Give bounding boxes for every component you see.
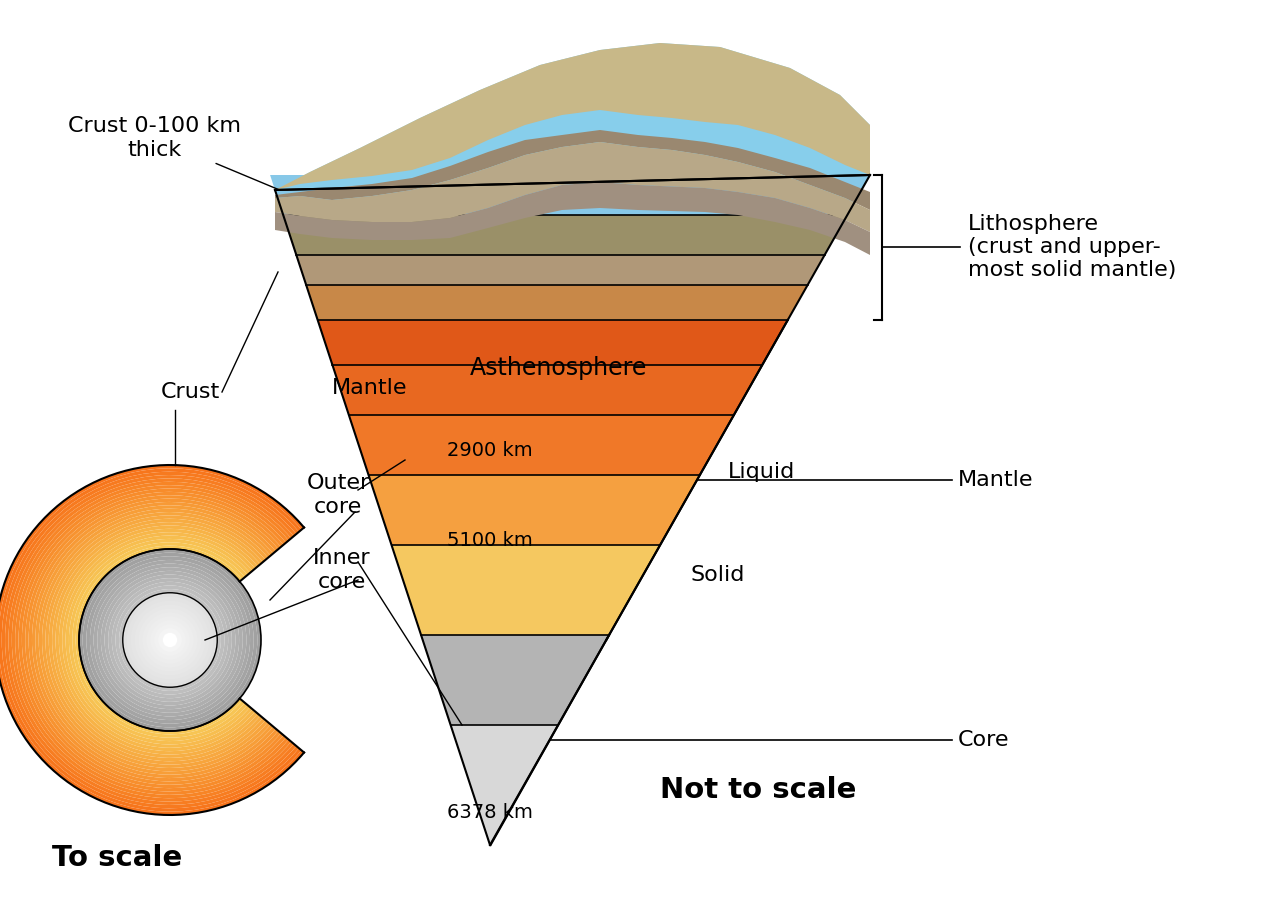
Wedge shape (49, 518, 262, 761)
Wedge shape (111, 581, 228, 698)
Polygon shape (349, 415, 733, 475)
Circle shape (134, 605, 205, 675)
Wedge shape (76, 545, 242, 734)
Wedge shape (65, 536, 250, 744)
Text: Asthenosphere: Asthenosphere (470, 356, 646, 380)
Wedge shape (0, 468, 302, 812)
Polygon shape (275, 130, 870, 210)
Polygon shape (306, 285, 808, 320)
Circle shape (146, 616, 193, 663)
Text: Core: Core (957, 730, 1010, 750)
Polygon shape (275, 182, 870, 255)
Text: Crust: Crust (160, 382, 220, 402)
Text: 6378 km: 6378 km (447, 803, 532, 822)
Wedge shape (83, 553, 257, 727)
Wedge shape (59, 529, 255, 752)
Circle shape (150, 620, 189, 660)
Wedge shape (55, 526, 257, 754)
Wedge shape (12, 482, 291, 798)
Wedge shape (26, 495, 280, 785)
Text: Not to scale: Not to scale (660, 776, 856, 804)
Wedge shape (63, 532, 252, 748)
Circle shape (142, 612, 197, 668)
Wedge shape (119, 590, 221, 691)
Wedge shape (22, 492, 283, 788)
Circle shape (138, 608, 201, 671)
Circle shape (127, 597, 214, 683)
Wedge shape (93, 563, 247, 716)
Circle shape (163, 632, 178, 648)
Wedge shape (101, 571, 239, 709)
Wedge shape (15, 485, 288, 795)
Wedge shape (18, 489, 285, 791)
Polygon shape (392, 545, 660, 635)
Wedge shape (45, 516, 265, 765)
Polygon shape (275, 43, 870, 190)
Circle shape (131, 600, 210, 680)
Wedge shape (105, 574, 236, 706)
Wedge shape (32, 502, 275, 778)
Text: Inner
core: Inner core (314, 548, 371, 591)
Circle shape (166, 636, 174, 644)
Polygon shape (283, 215, 847, 255)
Text: Outer
core: Outer core (306, 473, 370, 517)
Wedge shape (1, 472, 300, 808)
Text: Liquid: Liquid (728, 462, 796, 482)
Circle shape (123, 593, 218, 688)
Polygon shape (317, 320, 787, 365)
Text: Crust 0-100 km
thick: Crust 0-100 km thick (69, 116, 279, 190)
Text: 5100 km: 5100 km (447, 530, 532, 550)
Circle shape (159, 628, 182, 652)
Wedge shape (90, 560, 250, 720)
Text: Lithosphere
(crust and upper-
most solid mantle): Lithosphere (crust and upper- most solid… (968, 214, 1176, 280)
Polygon shape (270, 175, 870, 215)
Polygon shape (421, 635, 609, 725)
Polygon shape (275, 142, 870, 232)
Wedge shape (36, 505, 273, 775)
Text: Mantle: Mantle (333, 378, 408, 398)
Polygon shape (451, 725, 558, 845)
Wedge shape (0, 465, 305, 815)
Polygon shape (275, 43, 870, 190)
Wedge shape (72, 543, 244, 738)
Wedge shape (38, 508, 270, 771)
Wedge shape (5, 475, 297, 805)
Circle shape (155, 625, 186, 656)
Text: Mantle: Mantle (957, 470, 1033, 490)
Text: To scale: To scale (52, 844, 182, 872)
Wedge shape (28, 499, 278, 781)
Polygon shape (297, 255, 824, 285)
Wedge shape (115, 586, 224, 695)
Wedge shape (79, 549, 261, 731)
Wedge shape (42, 512, 268, 768)
Wedge shape (52, 522, 260, 758)
Polygon shape (369, 475, 700, 545)
Circle shape (163, 633, 177, 647)
Wedge shape (9, 479, 294, 802)
Polygon shape (333, 365, 762, 415)
Text: 2900 km: 2900 km (447, 440, 532, 460)
Wedge shape (97, 567, 243, 713)
Wedge shape (109, 578, 232, 702)
Wedge shape (86, 556, 253, 724)
Text: Solid: Solid (691, 565, 745, 585)
Wedge shape (69, 539, 247, 741)
